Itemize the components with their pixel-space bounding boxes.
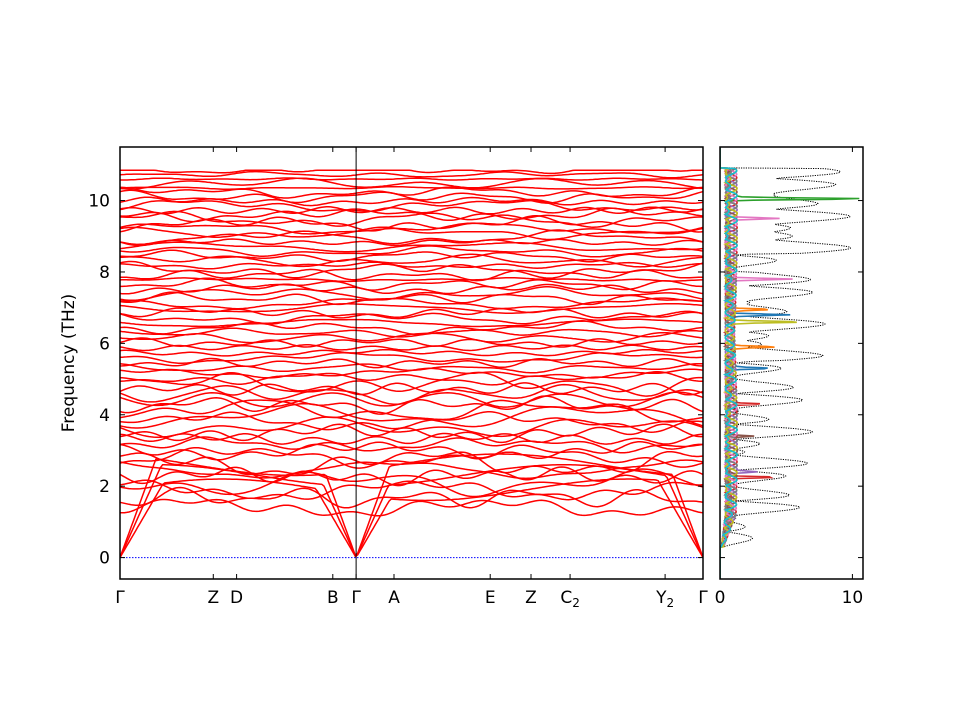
band-line <box>120 344 703 352</box>
high-symmetry-label: D <box>230 588 243 608</box>
dos-x-tick-label: 10 <box>842 588 864 608</box>
band-line <box>120 302 703 314</box>
high-symmetry-labels: Γ Z D B Γ A E Z C2 Y2 Γ <box>115 588 708 610</box>
high-symmetry-label: Z <box>207 588 219 608</box>
band-line <box>120 498 703 517</box>
dos-panel: 0 10 <box>715 146 864 608</box>
band-line <box>120 185 703 190</box>
high-symmetry-label: Γ <box>698 588 708 608</box>
band-axis-ticks <box>119 147 704 579</box>
band-line <box>120 459 703 480</box>
band-line <box>120 362 703 374</box>
band-line <box>120 357 703 369</box>
dos-plot-frame <box>719 146 864 580</box>
high-symmetry-label: E <box>485 588 496 608</box>
band-line <box>120 222 703 235</box>
band-line <box>120 337 703 348</box>
band-line <box>120 486 703 509</box>
band-line <box>120 210 703 228</box>
band-line <box>120 423 703 444</box>
band-line <box>120 291 703 306</box>
band-line <box>120 383 703 406</box>
y-tick-label: 2 <box>99 477 110 497</box>
band-line <box>120 207 703 223</box>
band-line <box>120 416 703 438</box>
high-symmetry-label: B <box>327 588 339 608</box>
y-axis-label: Frequency (THz) <box>59 294 79 433</box>
y-tick-label: 0 <box>99 549 110 569</box>
high-symmetry-label: Γ <box>351 588 361 608</box>
projected-dos-line <box>720 147 860 579</box>
band-line <box>120 245 703 258</box>
band-line <box>120 268 703 282</box>
band-line <box>120 229 703 247</box>
high-symmetry-label: Z <box>525 588 537 608</box>
y-tick-label: 6 <box>99 334 110 354</box>
band-line <box>120 411 703 433</box>
band-line <box>120 241 703 253</box>
band-line <box>120 276 703 283</box>
dos-x-tick-labels: 0 10 <box>715 588 864 608</box>
high-symmetry-label: Γ <box>115 588 125 608</box>
band-line <box>120 348 703 357</box>
band-line <box>120 283 703 295</box>
band-line <box>120 226 703 241</box>
band-line <box>120 170 703 179</box>
projected-dos-line <box>720 147 793 579</box>
band-line <box>120 436 703 454</box>
band-line <box>120 371 703 386</box>
band-line <box>120 260 703 279</box>
high-symmetry-label: Y2 <box>655 588 674 610</box>
y-tick-label: 10 <box>88 192 110 212</box>
band-line <box>120 253 703 268</box>
band-line <box>120 432 703 445</box>
dos-lines <box>720 147 860 579</box>
projected-dos-line <box>720 147 797 579</box>
band-line <box>120 402 703 429</box>
band-line <box>120 215 703 233</box>
band-line <box>120 186 703 199</box>
band-line <box>120 206 703 215</box>
y-tick-labels: 0 2 4 6 8 10 <box>88 192 110 569</box>
y-tick-label: 4 <box>99 406 110 426</box>
total-dos-line <box>720 147 852 579</box>
band-line <box>120 382 703 396</box>
band-line <box>120 444 703 469</box>
band-plot-frame <box>119 146 704 580</box>
band-line <box>120 261 703 270</box>
dos-x-tick-label: 0 <box>715 588 726 608</box>
band-line <box>120 371 703 397</box>
band-line <box>120 310 703 325</box>
band-line <box>120 320 703 336</box>
band-line <box>120 327 703 338</box>
band-line <box>120 177 703 181</box>
band-line <box>120 238 703 247</box>
band-lines <box>120 169 703 558</box>
projected-dos-line <box>720 147 738 579</box>
band-line <box>120 466 703 487</box>
band-line <box>120 441 703 461</box>
band-line <box>120 169 703 175</box>
band-line <box>120 468 703 498</box>
high-symmetry-label: C2 <box>560 588 580 610</box>
band-line <box>120 286 703 302</box>
high-symmetry-label: A <box>388 588 400 608</box>
band-line <box>120 177 703 190</box>
band-line <box>120 249 703 263</box>
band-line <box>120 199 703 213</box>
y-tick-label: 8 <box>99 263 110 283</box>
